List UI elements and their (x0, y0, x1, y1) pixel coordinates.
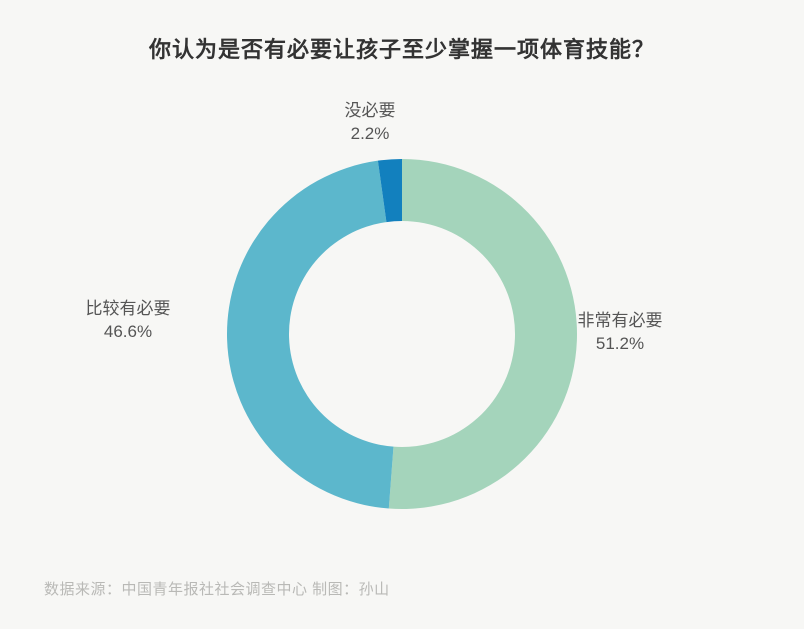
donut-slice-0 (389, 159, 577, 509)
slice-label-value: 46.6% (86, 321, 171, 344)
slice-label-value: 2.2% (345, 123, 396, 146)
slice-label-2: 没必要2.2% (345, 100, 396, 146)
source-line: 数据来源：中国青年报社社会调查中心 制图：孙山 (44, 578, 390, 599)
slice-label-0: 非常有必要51.2% (578, 310, 663, 356)
slice-label-name: 没必要 (345, 100, 396, 123)
slice-label-1: 比较有必要46.6% (86, 298, 171, 344)
slice-label-name: 比较有必要 (86, 298, 171, 321)
donut-slice-1 (227, 161, 393, 509)
slice-label-name: 非常有必要 (578, 310, 663, 333)
slice-label-value: 51.2% (578, 333, 663, 356)
